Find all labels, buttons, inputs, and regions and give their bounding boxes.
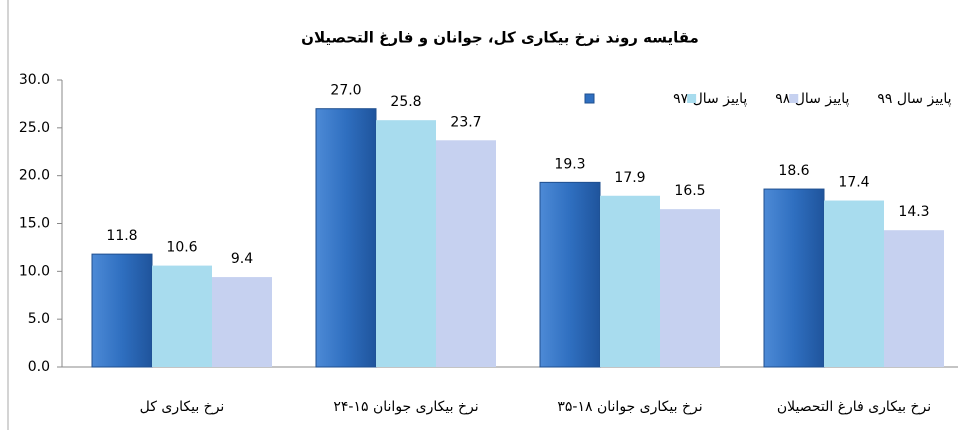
value-label: 25.8	[390, 94, 421, 110]
x-tick-label: نرخ بیکاری جوانان ۱۵-۲۴	[333, 399, 478, 415]
y-tick-label: 25.0	[19, 120, 50, 136]
y-tick-label: 20.0	[19, 168, 50, 184]
value-label: 14.3	[898, 204, 929, 220]
value-label: 17.9	[614, 170, 645, 186]
y-tick-label: 10.0	[19, 263, 50, 279]
value-label: 16.5	[674, 183, 705, 199]
value-label: 23.7	[450, 114, 481, 130]
bar	[376, 120, 436, 368]
bar	[212, 277, 272, 367]
x-tick-label: نرخ بیکاری کل	[140, 399, 225, 415]
legend-label: پاییز سال ۹۹	[877, 91, 951, 107]
bar	[824, 200, 884, 367]
bar	[600, 195, 660, 367]
value-label: 19.3	[554, 156, 585, 172]
bar	[315, 108, 377, 368]
y-tick-label: 30.0	[19, 72, 50, 88]
value-label: 10.6	[166, 240, 197, 256]
y-tick-label: 0.0	[28, 359, 50, 375]
bar	[152, 265, 212, 367]
bar	[436, 140, 496, 367]
legend-swatch	[687, 94, 697, 103]
x-tick-label: نرخ بیکاری جوانان ۱۸-۳۵	[557, 399, 702, 415]
value-label: 17.4	[838, 175, 869, 191]
bar	[91, 253, 153, 368]
bar	[539, 181, 601, 368]
legend-swatch	[789, 94, 799, 103]
legend-swatch	[584, 93, 595, 104]
y-tick-label: 5.0	[28, 311, 50, 327]
value-label: 18.6	[778, 163, 809, 179]
bar	[884, 230, 944, 367]
bar	[763, 188, 825, 368]
value-label: 27.0	[330, 83, 361, 99]
legend-label: پاییز سال ۹۸	[775, 91, 849, 107]
bar	[660, 209, 720, 367]
x-tick-label: نرخ بیکاری فارغ التحصیلان	[777, 399, 931, 415]
value-label: 9.4	[231, 251, 253, 267]
y-tick-label: 15.0	[19, 216, 50, 232]
value-label: 11.8	[106, 228, 137, 244]
legend-label: پاییز سال ۹۷	[673, 91, 747, 107]
chart-title: مقایسه روند نرخ بیکاری کل، جوانان و فارغ…	[301, 29, 699, 47]
